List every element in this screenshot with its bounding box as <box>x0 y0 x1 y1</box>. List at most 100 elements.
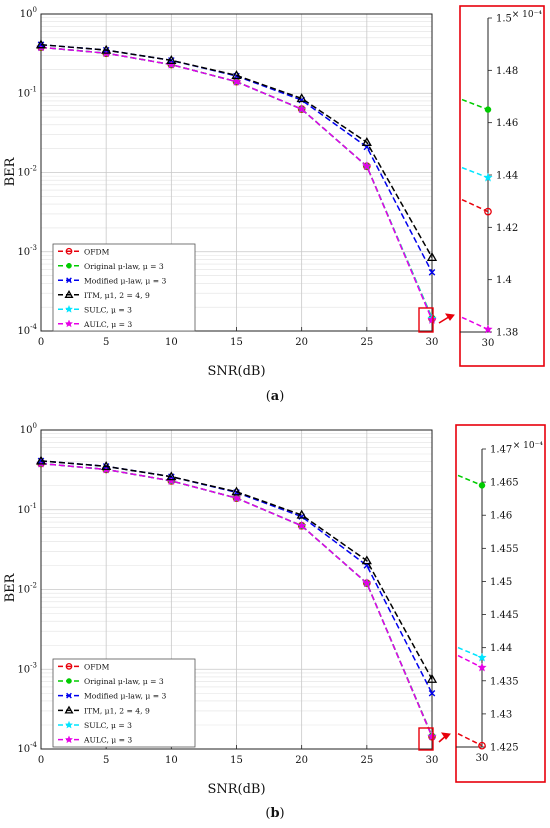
data-point-itm <box>231 70 242 80</box>
legend-label: OFDM <box>84 662 110 671</box>
inset-point-sulc <box>483 172 493 182</box>
legend-label: SULC, μ = 3 <box>84 721 132 730</box>
x-tick-label: 20 <box>295 755 308 766</box>
legend-label: ITM, μ1, 2 = 4, 9 <box>84 291 150 300</box>
y-tick-label: 100 <box>20 422 37 436</box>
y-tick-label: 100 <box>20 6 37 20</box>
inset-x-tick-label: 30 <box>476 753 489 764</box>
inset-x-tick-label: 30 <box>482 338 495 349</box>
legend-label: Original μ-law, μ = 3 <box>84 262 164 271</box>
panel-caption: (b) <box>265 806 284 821</box>
legend-marker <box>65 247 73 255</box>
legend-marker <box>64 735 74 744</box>
x-tick-label: 15 <box>230 755 243 766</box>
data-point-itm <box>361 555 372 565</box>
legend-box <box>52 243 196 332</box>
inset-y-tick-label: 1.45 <box>490 577 512 588</box>
data-point-aulc <box>427 314 437 324</box>
inset-y-tick-label: 1.42 <box>496 223 518 234</box>
inset-y-tick-label: 1.465 <box>490 478 519 489</box>
y-tick-exponent: -4 <box>30 323 37 331</box>
x-tick-label: 15 <box>230 337 243 348</box>
caption-paren: ( <box>265 806 270 821</box>
legend-label: Modified μ-law, μ = 3 <box>84 692 166 701</box>
y-tick-label: 10-3 <box>17 244 37 258</box>
inset: 1.425 1.43 1.435 1.44 1.445 1.45 1.455 1.46 1.46… <box>455 424 546 783</box>
legend-label: Modified μ-law, μ = 3 <box>84 276 166 285</box>
data-point-itm <box>35 455 47 465</box>
y-tick-base: 10 <box>17 326 30 337</box>
legend-label: ITM, μ1, 2 = 4, 9 <box>84 706 150 715</box>
y-tick-label: 10-2 <box>17 165 37 179</box>
y-axis-label: BER <box>3 156 18 186</box>
inset-segment-original <box>457 474 483 487</box>
legend-marker <box>66 692 72 699</box>
legend: OFDM Original μ-law, μ = 3 Modified μ-law,… <box>52 658 196 748</box>
inset-exponent: × 10⁻⁴ <box>513 441 544 451</box>
x-tick-label: 0 <box>38 337 44 348</box>
legend-marker <box>66 678 72 684</box>
inset-segment-aulc <box>457 654 483 669</box>
y-tick-label: 10-2 <box>17 582 37 596</box>
inset-segment-ofdm <box>457 733 483 747</box>
y-tick-exponent: 0 <box>33 422 37 430</box>
data-point-aulc <box>362 578 372 588</box>
x-tick-label: 10 <box>165 337 178 348</box>
data-point-itm <box>231 486 242 496</box>
inset-frame <box>459 5 545 367</box>
panel-caption: (a) <box>266 389 285 404</box>
y-tick-exponent: -1 <box>30 85 37 93</box>
legend-marker <box>64 304 74 313</box>
caption-letter: b <box>270 806 279 821</box>
data-point-aulc <box>362 161 372 171</box>
legend-label: SULC, μ = 3 <box>84 305 132 314</box>
y-tick-base: 10 <box>20 425 33 436</box>
series-itm <box>35 39 438 261</box>
x-tick-label: 5 <box>103 337 109 348</box>
inset-y-tick-label: 1.47 <box>490 445 512 456</box>
legend-marker <box>64 705 74 714</box>
inset-y-tick-label: 1.44 <box>490 643 512 654</box>
inset-y-tick-label: 1.44 <box>496 171 518 182</box>
y-tick-base: 10 <box>17 505 30 516</box>
y-tick-label: 10-4 <box>17 741 37 755</box>
y-tick-exponent: 0 <box>33 6 37 14</box>
caption-letter: a <box>271 389 280 404</box>
inset-segment-original <box>461 98 489 111</box>
y-axis-label: BER <box>3 572 18 602</box>
inset-segment-ofdm <box>461 198 489 213</box>
caption-paren: ) <box>280 806 285 821</box>
y-tick-base: 10 <box>17 168 30 179</box>
data-point-aulc <box>296 104 307 114</box>
y-tick-exponent: -3 <box>30 244 37 252</box>
legend-marker <box>64 290 74 298</box>
y-tick-label: 10-1 <box>17 502 37 516</box>
legend-box <box>52 658 196 748</box>
series-line-itm <box>40 460 433 680</box>
series-itm <box>35 455 438 683</box>
legend-marker <box>64 720 74 729</box>
data-point-itm <box>426 252 438 261</box>
x-tick-label: 0 <box>38 755 44 766</box>
inset-segment-sulc <box>457 646 483 659</box>
x-tick-label: 20 <box>295 337 308 348</box>
inset-y-tick-label: 1.445 <box>490 610 519 621</box>
inset: 1.38 1.4 1.42 1.44 1.46 1.48 1.5 × 10⁻⁴ 30 <box>459 5 545 367</box>
inset-y-tick-label: 1.48 <box>496 66 518 77</box>
data-point-itm <box>361 137 372 147</box>
y-tick-label: 10-4 <box>17 323 37 337</box>
data-point-itm <box>35 39 47 49</box>
inset-y-tick-label: 1.425 <box>490 743 519 754</box>
legend-marker <box>66 277 72 284</box>
inset-y-tick-label: 1.5 <box>496 14 512 25</box>
x-tick-label: 25 <box>360 755 373 766</box>
zoom-arrowhead <box>444 313 455 321</box>
x-tick-label: 25 <box>360 337 373 348</box>
legend: OFDM Original μ-law, μ = 3 Modified μ-law,… <box>52 243 196 332</box>
x-tick-label: 30 <box>426 337 439 348</box>
inset-point-original <box>484 106 492 113</box>
inset-point-aulc <box>477 662 487 672</box>
legend-label: AULC, μ = 3 <box>83 736 132 745</box>
x-axis-label: SNR(dB) <box>207 364 265 379</box>
